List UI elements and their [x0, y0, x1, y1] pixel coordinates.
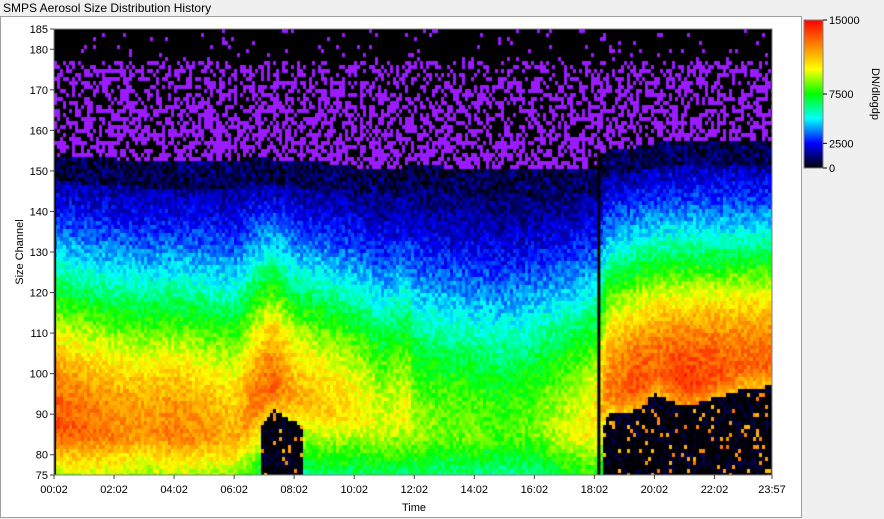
y-tick-label: 185 [30, 24, 48, 36]
heatmap-image [54, 29, 772, 475]
y-tick-label: 110 [30, 328, 48, 340]
y-tick-label: 75 [36, 470, 48, 482]
y-tick-label: 160 [30, 125, 48, 137]
colorbar-gradient [803, 19, 824, 169]
x-tick-label: 00:02 [40, 484, 68, 496]
y-tick-label: 100 [30, 369, 48, 381]
x-tick-label: 12:02 [400, 484, 428, 496]
y-tick-label: 80 [36, 450, 48, 462]
y-tick-label: 90 [36, 409, 48, 421]
colorbar-title: DN/dlogdp [869, 68, 881, 120]
x-tick-label: 02:02 [100, 484, 128, 496]
x-axis: 00:02 02:02 04:02 06:02 08:02 10:02 12:02 14:02… [40, 475, 786, 496]
colorbar-ticks: 0 2500 7500 15000 [823, 15, 860, 175]
y-axis: 75 80 90 100 110 120 130 140 150 160 170 180 185 [30, 24, 54, 482]
x-tick-label: 18:02 [581, 484, 609, 496]
colorbar-tick-label: 2500 [829, 138, 853, 150]
colorbar-tick-label: 15000 [829, 15, 860, 27]
y-axis-title: Size Channel [14, 219, 26, 284]
x-tick-label: 06:02 [220, 484, 248, 496]
window-title: SMPS Aerosol Size Distribution History [3, 1, 212, 15]
y-tick-label: 140 [30, 206, 48, 218]
y-tick-label: 180 [30, 44, 48, 56]
x-tick-label: 23:57 [758, 484, 786, 496]
colorbar-tick-label: 7500 [829, 89, 853, 101]
x-axis-title: Time [402, 502, 426, 514]
x-tick-label: 08:02 [280, 484, 308, 496]
y-tick-label: 150 [30, 166, 48, 178]
colorbar-tick-label: 0 [829, 163, 835, 175]
x-tick-label: 20:02 [641, 484, 669, 496]
heatmap-layer [54, 29, 772, 475]
x-tick-label: 22:02 [701, 484, 729, 496]
x-tick-label: 16:02 [521, 484, 549, 496]
y-tick-label: 130 [30, 247, 48, 259]
x-tick-label: 14:02 [461, 484, 489, 496]
colorbar: 0 2500 7500 15000 DN/dlogdp [803, 15, 881, 175]
x-tick-label: 04:02 [160, 484, 188, 496]
y-tick-label: 120 [30, 288, 48, 300]
y-tick-label: 170 [30, 85, 48, 97]
x-tick-label: 10:02 [340, 484, 368, 496]
